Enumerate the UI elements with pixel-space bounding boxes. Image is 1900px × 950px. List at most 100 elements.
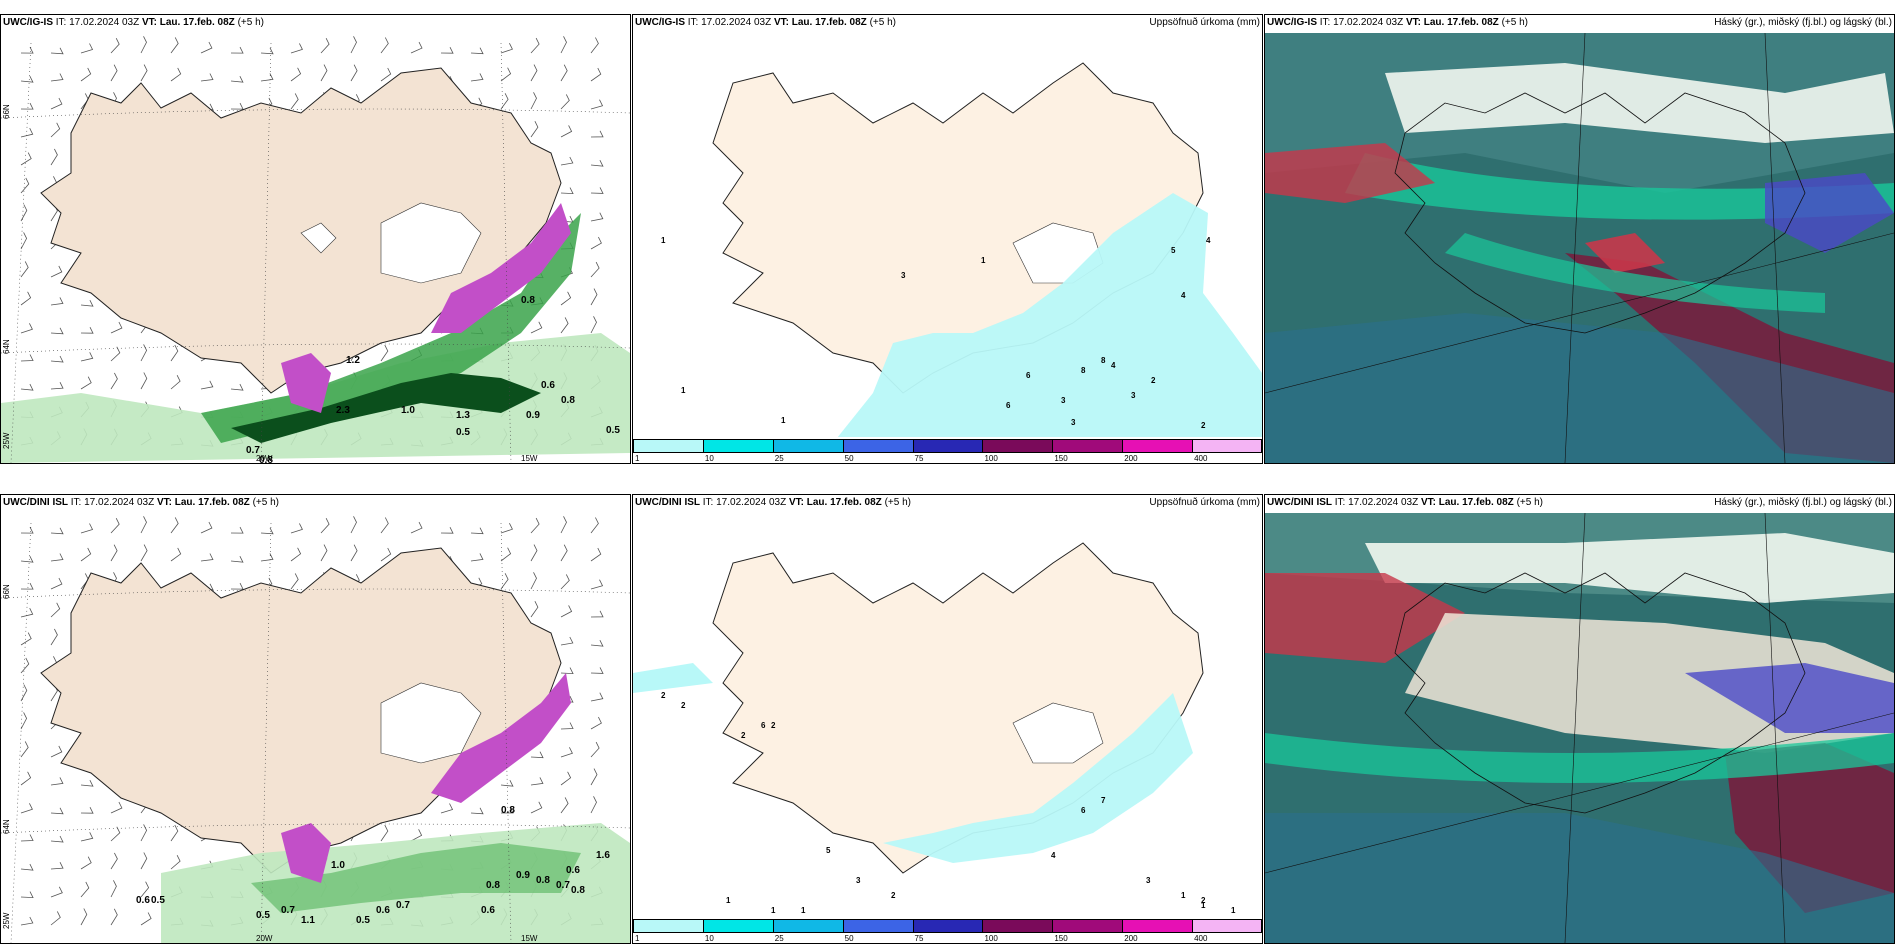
wind-barb	[530, 37, 540, 54]
value-label: 2	[661, 691, 666, 700]
cloud-map	[1265, 513, 1894, 943]
wind-barb	[20, 261, 29, 278]
wind-barb	[320, 38, 330, 54]
wind-barb	[530, 64, 538, 82]
wind-barb	[470, 553, 484, 562]
wind-barb	[501, 806, 514, 814]
iceland-coast	[1394, 92, 1806, 334]
value-label: 0.8	[259, 455, 273, 463]
wind-barb	[380, 37, 389, 54]
value-label: 1	[726, 896, 731, 905]
value-label: 0.5	[256, 910, 270, 921]
wind-barb	[590, 37, 599, 54]
wind-barb	[110, 908, 118, 926]
value-label: 1.0	[401, 405, 415, 416]
wind-barb	[230, 102, 244, 110]
wind-barb	[560, 797, 569, 814]
wind-barb	[530, 517, 540, 534]
value-label: 3	[856, 876, 861, 885]
cloud-map	[1265, 33, 1894, 463]
wind-barb	[380, 67, 392, 82]
value-label: 0.8	[536, 875, 550, 886]
lat-label-66: 66N	[2, 584, 11, 599]
value-label: 2.3	[336, 405, 350, 416]
wind-barb	[110, 321, 123, 334]
snow-area-south	[281, 823, 331, 883]
wind-barb	[590, 716, 602, 730]
wind-barb	[590, 741, 600, 758]
wind-barb	[50, 628, 58, 646]
lon-label-15: 15W	[521, 454, 538, 463]
panel-wind-precip-bottom: UWC/DINI ISL IT: 17.02.2024 03Z VT: Lau.…	[0, 494, 631, 944]
wind-barb	[560, 516, 567, 534]
precip-cyan-area	[833, 193, 1262, 443]
wind-barb	[80, 43, 94, 54]
panel-title-right: Háský (gr.), miðský (fj.bl.) og lágský (…	[1714, 497, 1892, 508]
wind-barb	[560, 667, 574, 675]
wind-barb	[20, 834, 34, 842]
wind-barb	[590, 640, 604, 647]
value-label: 6	[1006, 401, 1011, 410]
wind-barb	[470, 527, 484, 535]
colorbar-label: 400	[1194, 454, 1208, 463]
value-label: 8	[1101, 356, 1106, 365]
value-label: 3	[1146, 876, 1151, 885]
wind-barb	[560, 722, 574, 730]
wind-barb	[170, 375, 181, 390]
wind-barb	[140, 824, 148, 842]
wind-barb	[110, 544, 118, 562]
wind-barb	[200, 380, 214, 390]
colorbar-swatch	[633, 439, 704, 453]
wind-barb	[50, 47, 64, 55]
wind-barb	[440, 803, 454, 814]
wind-barb	[260, 527, 274, 535]
value-label: 2	[741, 731, 746, 740]
wind-barb	[20, 684, 28, 702]
wind-barb	[110, 826, 121, 842]
wind-barb	[590, 212, 604, 222]
panel-header: UWC/DINI ISL IT: 17.02.2024 03Z VT: Lau.…	[3, 497, 279, 508]
wind-barb	[320, 518, 330, 534]
wind-barb	[20, 632, 32, 646]
colorbar-swatch	[702, 919, 774, 933]
panel-accum-precip-top: UWC/IG-IS IT: 17.02.2024 03Z VT: Lau. 17…	[632, 14, 1263, 464]
lat-label-66: 66N	[2, 104, 11, 119]
wind-barb	[140, 36, 147, 54]
wind-barb	[80, 67, 92, 82]
value-label: 0.9	[516, 870, 530, 881]
wind-barb	[350, 516, 357, 534]
wind-barb	[560, 64, 568, 82]
wind-barb	[110, 38, 120, 54]
wind-barb	[260, 47, 274, 55]
wind-barb	[200, 521, 213, 534]
wind-barb	[20, 291, 32, 306]
wind-barb	[80, 832, 94, 842]
wind-barb	[20, 657, 30, 674]
wind-barb	[80, 523, 94, 534]
wind-barb	[170, 824, 179, 842]
value-label: 7	[1101, 796, 1106, 805]
wind-barb	[80, 300, 94, 307]
wind-barb	[590, 67, 602, 82]
value-label: 1	[1201, 901, 1206, 910]
wind-barb	[80, 327, 94, 334]
wind-barb	[20, 128, 34, 138]
wind-barb	[230, 46, 244, 54]
wind-barb	[200, 553, 214, 562]
colorbar-swatch	[702, 439, 774, 453]
precip-labels: 0.6 0.50.5 0.71.1 0.50.6 0.70.80.60.80.9 0.8 0…	[136, 805, 610, 926]
value-label: 0.6	[376, 905, 390, 916]
wind-barb	[530, 801, 543, 814]
wind-barb	[50, 911, 61, 926]
colorbar-swatch	[772, 439, 844, 453]
value-label: 1	[661, 236, 666, 245]
wind-barb	[560, 605, 573, 618]
wind-barb	[410, 521, 423, 534]
wind-barb	[200, 41, 213, 54]
value-label: 1.3	[456, 410, 470, 421]
wind-barb	[590, 517, 599, 534]
wind-barb	[110, 880, 117, 898]
wind-barb	[530, 572, 537, 590]
wind-barb	[170, 67, 182, 82]
